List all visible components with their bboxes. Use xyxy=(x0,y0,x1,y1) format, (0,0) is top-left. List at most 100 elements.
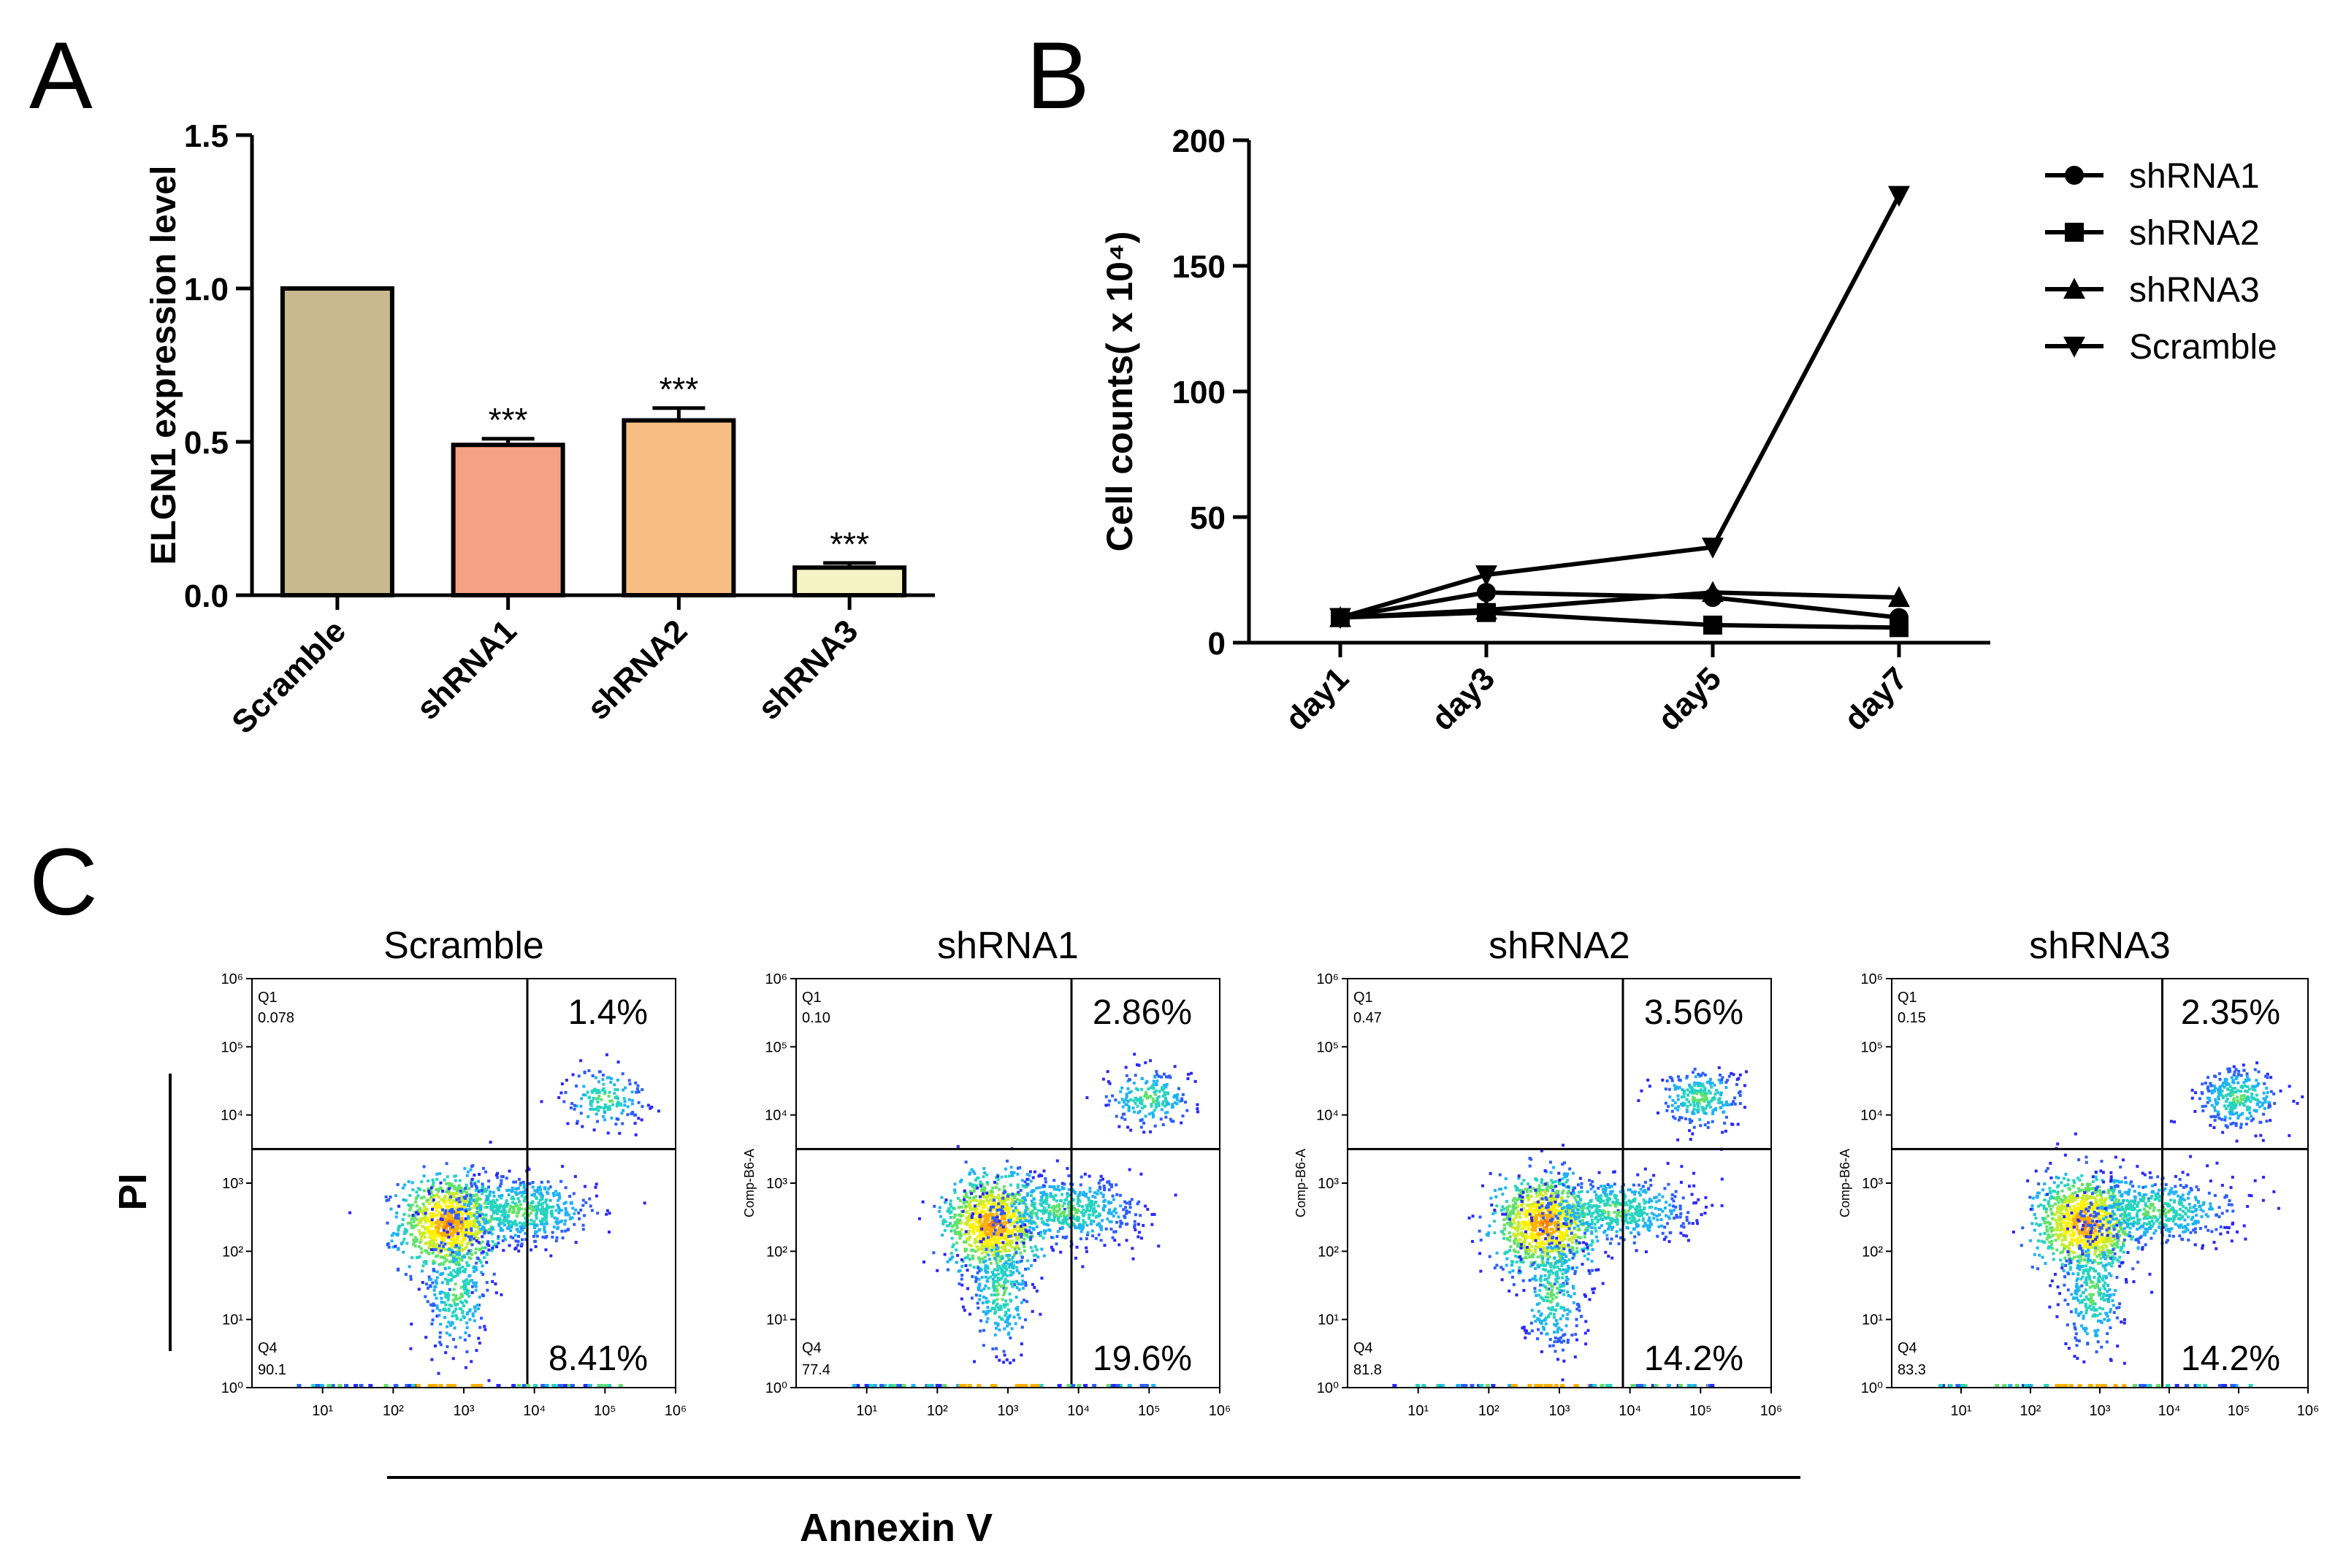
event-dot xyxy=(508,1169,511,1173)
event-dot xyxy=(1042,1169,1046,1173)
event-dot xyxy=(1151,1115,1155,1119)
event-dot xyxy=(456,1256,460,1260)
event-dot xyxy=(476,1236,480,1240)
event-dot xyxy=(1554,1229,1558,1233)
event-dot xyxy=(1006,1221,1009,1225)
event-dot xyxy=(478,1326,482,1329)
event-dot xyxy=(1089,1219,1093,1223)
event-dot xyxy=(387,1198,391,1201)
event-dot xyxy=(1123,1216,1127,1220)
event-dot xyxy=(540,1208,544,1212)
event-dot xyxy=(464,1187,467,1190)
event-dot xyxy=(977,1277,981,1281)
quadrant-percent-q2: 2.86% xyxy=(1093,993,1192,1032)
event-dot xyxy=(1022,1201,1025,1205)
event-dot xyxy=(398,1224,402,1228)
event-dot xyxy=(1074,1225,1077,1229)
event-dot xyxy=(1074,1211,1078,1215)
event-dot xyxy=(485,1252,489,1255)
event-dot xyxy=(953,1220,957,1224)
event-dot xyxy=(1125,1239,1128,1242)
event-dot xyxy=(446,1279,449,1282)
event-dot xyxy=(1540,1232,1543,1236)
event-dot xyxy=(1018,1316,1022,1320)
event-dot xyxy=(456,1232,460,1236)
event-dot xyxy=(1107,1201,1111,1205)
event-dot xyxy=(1025,1230,1028,1234)
event-dot xyxy=(615,1117,619,1120)
event-dot xyxy=(993,1307,996,1311)
event-dot xyxy=(991,1307,995,1310)
event-dot xyxy=(1153,1109,1156,1112)
event-dot xyxy=(591,1074,595,1078)
event-dot xyxy=(1513,1237,1517,1241)
event-dot xyxy=(1544,1192,1548,1196)
event-dot xyxy=(518,1221,521,1225)
event-dot xyxy=(975,1203,979,1206)
event-dot xyxy=(966,1219,969,1223)
event-dot xyxy=(1069,1216,1072,1220)
event-dot xyxy=(1162,1087,1166,1090)
event-dot xyxy=(424,1207,427,1211)
event-dot xyxy=(1017,1288,1021,1291)
event-dot xyxy=(1071,1204,1075,1208)
event-dot xyxy=(462,1232,466,1236)
event-dot xyxy=(987,1207,990,1211)
event-dot xyxy=(1068,1193,1071,1197)
event-dot xyxy=(1487,1231,1491,1235)
event-dot xyxy=(1009,1223,1013,1227)
event-dot xyxy=(971,1230,974,1234)
event-dot xyxy=(1467,1216,1471,1220)
event-dot xyxy=(414,1197,418,1201)
event-dot xyxy=(1550,1185,1554,1189)
event-dot xyxy=(1495,1263,1499,1267)
event-dot xyxy=(517,1200,521,1204)
event-dot xyxy=(952,1243,955,1247)
event-dot xyxy=(1535,1214,1538,1217)
event-dot xyxy=(1586,1258,1590,1261)
event-dot xyxy=(619,1104,623,1107)
event-dot xyxy=(1537,1189,1540,1193)
event-dot xyxy=(997,1249,1001,1253)
event-dot xyxy=(451,1257,455,1261)
event-dot xyxy=(1573,1220,1577,1223)
event-dot xyxy=(953,1206,957,1210)
event-dot xyxy=(1565,1282,1569,1285)
event-dot xyxy=(470,1235,473,1239)
event-dot xyxy=(1517,1242,1521,1245)
event-dot xyxy=(1501,1205,1505,1209)
event-dot xyxy=(473,1214,476,1217)
event-dot xyxy=(1096,1189,1100,1193)
event-dot xyxy=(478,1304,481,1307)
event-dot xyxy=(446,1280,449,1284)
event-dot xyxy=(1524,1223,1528,1226)
event-dot xyxy=(451,1234,455,1237)
event-dot xyxy=(458,1218,462,1222)
event-dot xyxy=(421,1269,424,1273)
event-dot xyxy=(597,1109,600,1112)
event-dot xyxy=(995,1244,998,1247)
event-dot xyxy=(1030,1199,1033,1203)
event-dot xyxy=(1059,1212,1063,1216)
event-dot xyxy=(456,1205,459,1209)
event-dot xyxy=(573,1107,576,1111)
event-dot xyxy=(1009,1183,1013,1187)
event-dot xyxy=(1166,1111,1169,1114)
event-dot xyxy=(573,1212,576,1215)
event-dot xyxy=(474,1185,478,1188)
event-dot xyxy=(440,1262,443,1266)
event-dot xyxy=(540,1222,543,1225)
event-dot xyxy=(1570,1236,1574,1239)
event-dot xyxy=(1141,1098,1145,1102)
event-dot xyxy=(996,1178,1000,1182)
event-dot xyxy=(1002,1286,1006,1290)
event-dot xyxy=(1601,1218,1605,1222)
event-dot xyxy=(1112,1230,1116,1234)
axis-rug-mark xyxy=(1030,1384,1035,1387)
event-dot xyxy=(410,1233,413,1236)
event-dot xyxy=(577,1211,581,1215)
event-dot xyxy=(961,1209,965,1213)
event-dot xyxy=(1009,1273,1012,1277)
event-dot xyxy=(1034,1212,1038,1215)
event-dot xyxy=(1044,1201,1048,1205)
